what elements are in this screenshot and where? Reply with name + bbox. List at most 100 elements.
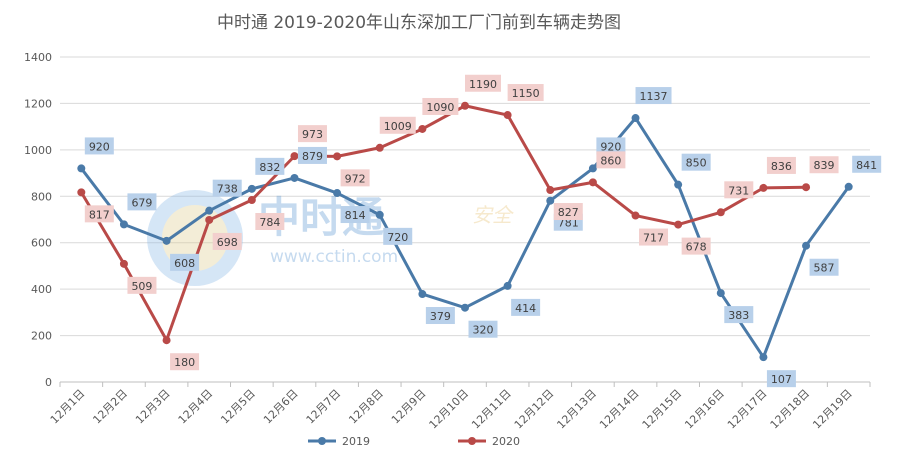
data-point-2019 xyxy=(375,210,384,219)
legend-label: 2019 xyxy=(342,435,370,448)
data-label-2019: 920 xyxy=(84,137,114,155)
x-tick-label: 12月1日 xyxy=(48,387,88,427)
data-label-text: 850 xyxy=(686,157,707,170)
data-label-text: 1150 xyxy=(512,87,540,100)
data-label-text: 839 xyxy=(814,159,835,172)
data-label-2020: 973 xyxy=(297,125,327,143)
legend-swatch-marker xyxy=(468,437,476,445)
data-label-2020: 180 xyxy=(170,353,200,371)
data-label-text: 738 xyxy=(217,183,238,196)
grid-lines xyxy=(60,56,870,383)
x-tick-label: 12月15日 xyxy=(640,387,685,432)
data-label-bg xyxy=(681,237,711,255)
data-label-bg xyxy=(553,203,583,221)
x-tick-label: 12月4日 xyxy=(176,387,216,427)
x-tick-label: 12月13日 xyxy=(554,387,599,432)
data-label-bg xyxy=(170,253,200,271)
data-label-2020: 860 xyxy=(596,151,626,169)
data-label-2019: 107 xyxy=(766,370,796,388)
data-label-2020: 827 xyxy=(553,203,583,221)
legend-item-2020: 2020 xyxy=(458,435,520,448)
data-label-2019: 738 xyxy=(212,179,242,197)
data-point-2019 xyxy=(759,353,768,362)
data-label-text: 817 xyxy=(89,208,110,221)
data-point-2019 xyxy=(674,180,683,189)
data-label-bg xyxy=(170,353,200,371)
data-label-bg xyxy=(635,87,672,105)
data-label-2020: 678 xyxy=(681,237,711,255)
data-point-2020 xyxy=(290,152,299,161)
y-tick-label: 0 xyxy=(45,376,52,389)
data-label-2019: 814 xyxy=(340,206,370,224)
data-label-text: 1137 xyxy=(640,90,668,103)
data-point-2020 xyxy=(461,101,469,110)
x-tick-label: 12月12日 xyxy=(512,387,557,432)
data-label-text: 814 xyxy=(345,209,366,222)
y-tick-label: 1000 xyxy=(24,144,52,157)
data-point-2020 xyxy=(631,211,640,220)
data-label-2019: 608 xyxy=(170,253,200,271)
y-tick-label: 400 xyxy=(31,283,52,296)
data-point-2019 xyxy=(461,303,469,312)
data-label-bg xyxy=(809,258,839,276)
data-label-bg xyxy=(507,84,544,102)
x-tick-label: 12月17日 xyxy=(725,387,770,432)
chart-title: 中时通 2019-2020年山东深加工厂门前到车辆走势图 xyxy=(217,13,621,33)
data-label-bg xyxy=(852,155,882,173)
y-tick-label: 800 xyxy=(31,190,52,203)
data-label-2019: 720 xyxy=(383,227,413,245)
data-label-bg xyxy=(468,320,498,338)
data-label-2019: 320 xyxy=(468,320,498,338)
data-point-2020 xyxy=(716,208,725,217)
data-label-bg xyxy=(212,232,242,250)
data-point-2019 xyxy=(802,241,811,250)
data-label-2020: 1150 xyxy=(507,84,544,102)
y-axis: 0 200 400 600 800 1000 1200 1400 xyxy=(24,51,52,389)
data-label-2019: 414 xyxy=(511,298,541,316)
x-tick-label: 12月14日 xyxy=(597,387,642,432)
y-tick-label: 600 xyxy=(31,237,52,250)
data-point-2019 xyxy=(503,281,512,290)
x-tick-label: 12月19日 xyxy=(810,387,855,432)
y-tick-label: 200 xyxy=(31,330,52,343)
watermark-url: www.cctin.com xyxy=(270,247,398,267)
data-labels: 9206796087388328798147203793204147819201… xyxy=(84,74,882,388)
x-tick-label: 12月7日 xyxy=(304,387,344,427)
data-label-text: 973 xyxy=(302,128,323,141)
data-point-2019 xyxy=(631,114,640,123)
data-label-text: 720 xyxy=(387,231,408,244)
data-point-2020 xyxy=(205,215,214,224)
x-tick-label: 12月9日 xyxy=(389,387,429,427)
data-label-2019: 379 xyxy=(425,307,455,325)
data-label-2020: 717 xyxy=(639,228,669,246)
data-label-2019: 383 xyxy=(724,306,754,324)
data-label-2020: 817 xyxy=(84,205,114,223)
data-label-2019: 879 xyxy=(297,146,327,164)
data-label-bg xyxy=(422,97,459,115)
data-label-bg xyxy=(297,125,327,143)
data-label-text: 920 xyxy=(89,140,110,153)
data-label-text: 587 xyxy=(814,262,835,275)
data-label-bg xyxy=(255,157,285,175)
x-tick-label: 12月10日 xyxy=(427,387,472,432)
data-label-text: 717 xyxy=(643,232,664,245)
data-label-bg xyxy=(127,276,157,294)
data-label-bg xyxy=(297,146,327,164)
data-point-2019 xyxy=(205,206,214,215)
data-label-bg xyxy=(596,137,626,155)
data-label-bg xyxy=(340,169,370,187)
data-point-2019 xyxy=(290,173,299,182)
data-label-bg xyxy=(127,193,157,211)
data-label-text: 731 xyxy=(728,184,749,197)
data-label-bg xyxy=(809,156,839,174)
data-point-2020 xyxy=(77,188,86,197)
data-point-2019 xyxy=(588,164,597,173)
data-label-bg xyxy=(84,205,114,223)
data-point-2019 xyxy=(418,290,427,299)
data-label-bg xyxy=(766,370,796,388)
data-label-2019: 920 xyxy=(596,137,626,155)
data-label-bg xyxy=(639,228,669,246)
x-tick-label: 12月11日 xyxy=(469,387,514,432)
data-label-text: 383 xyxy=(728,309,749,322)
